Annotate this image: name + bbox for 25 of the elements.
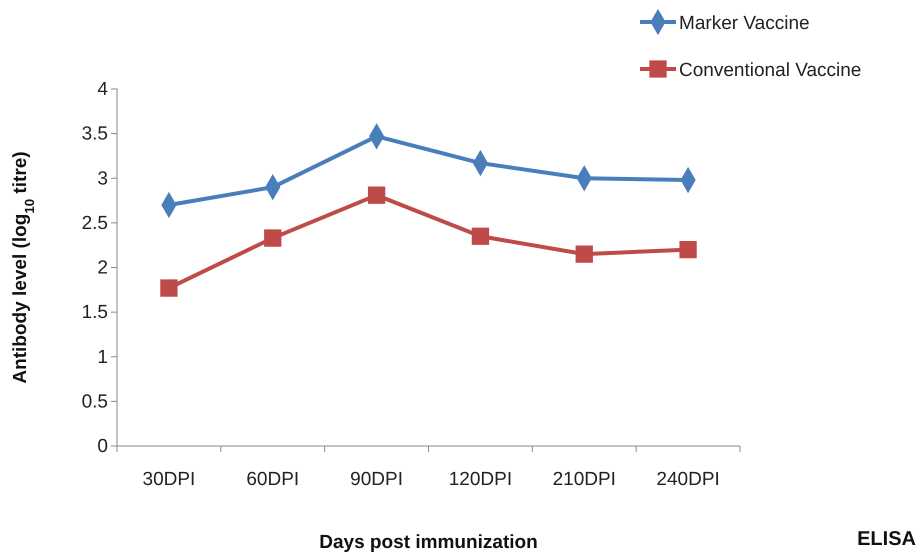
- y-tick-label: 1: [97, 346, 108, 368]
- legend-label: Conventional Vaccine: [679, 60, 862, 81]
- point: [679, 240, 697, 258]
- x-axis-title: Days post immunization: [319, 532, 538, 553]
- x-tick-label: 120DPI: [448, 469, 512, 490]
- point: [264, 229, 282, 247]
- x-tick-label: 30DPI: [142, 469, 196, 490]
- x-tick-label: 60DPI: [246, 469, 300, 490]
- legend-label: Marker Vaccine: [679, 13, 810, 34]
- x-tick-label: 240DPI: [656, 469, 720, 490]
- y-tick-label: 3: [97, 168, 108, 190]
- x-tick-label: 90DPI: [350, 469, 403, 490]
- text: ELISA: [857, 528, 916, 550]
- point: [576, 245, 593, 263]
- point: [368, 186, 386, 204]
- y-tick-label: 0: [97, 436, 108, 458]
- y-tick-label: 2: [97, 258, 108, 279]
- y-tick-label: 4: [97, 79, 108, 100]
- y-tick-label: 1.5: [82, 302, 108, 324]
- point: [160, 279, 178, 297]
- y-tick-label: 3.5: [82, 124, 108, 145]
- y-tick-label: 2.5: [82, 212, 108, 234]
- x-tick-label: 210DPI: [552, 469, 616, 490]
- point: [472, 228, 490, 245]
- y-tick-label: 0.5: [82, 391, 108, 412]
